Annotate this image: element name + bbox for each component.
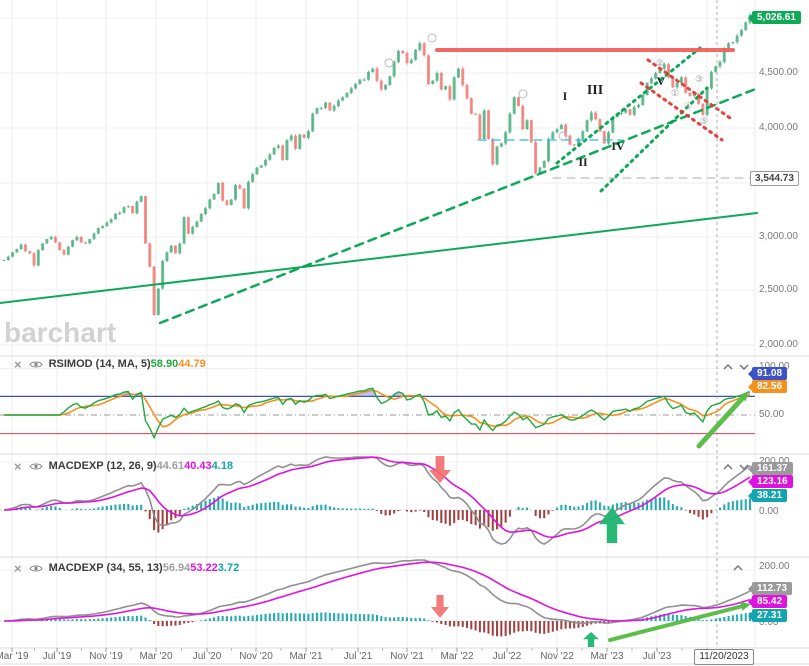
rsi-collapse-up-icon[interactable] bbox=[721, 362, 735, 372]
y-axis-column[interactable]: 4,500.00 4,000.00 3,000.00 2,500.00 2,00… bbox=[755, 0, 809, 648]
last-price-badge: 5,026.61 bbox=[748, 11, 801, 24]
x-tick: Jul '20 bbox=[192, 651, 222, 662]
macd2-panel-header: × MACDEXP (34, 55, 13) 56.94 53.22 3.72 bbox=[14, 561, 239, 575]
x-tick: Nov '20 bbox=[239, 651, 273, 662]
close-icon[interactable]: × bbox=[14, 356, 22, 372]
macd1-title: MACDEXP (12, 26, 9) bbox=[48, 460, 157, 472]
macd1-hist-value: 4.18 bbox=[211, 460, 234, 472]
price-tick: 2,000.00 bbox=[759, 339, 798, 350]
x-tick: Mar '19 bbox=[0, 651, 29, 662]
macd1-value: 44.61 bbox=[156, 460, 185, 472]
macd1-hist-badge: 38.21 bbox=[747, 489, 788, 502]
visibility-eye-icon[interactable] bbox=[29, 360, 43, 369]
price-tick: 3,000.00 bbox=[759, 231, 798, 242]
rsi-value: 58.90 bbox=[150, 358, 179, 370]
x-tick: Jul '23 bbox=[642, 651, 672, 662]
candles bbox=[2, 13, 752, 316]
x-tick: Nov '19 bbox=[89, 651, 123, 662]
svg-text:②: ② bbox=[656, 58, 664, 68]
barchart-watermark: barchart bbox=[4, 317, 117, 348]
macd1-series bbox=[0, 456, 755, 546]
x-tick: Mar '20 bbox=[139, 651, 173, 662]
svg-text:IV: IV bbox=[611, 139, 625, 153]
rsi-tick: 50.00 bbox=[759, 409, 785, 420]
macd2-tick: 0.00 bbox=[759, 617, 779, 628]
crosshair-date-badge: 11/20/2023 bbox=[694, 649, 754, 665]
price-tick: 4,500.00 bbox=[759, 67, 798, 78]
x-tick: Jul '21 bbox=[343, 651, 373, 662]
x-tick: Mar '21 bbox=[289, 651, 323, 662]
macd2-collapse-up-icon[interactable] bbox=[731, 563, 745, 573]
macd2-hist-value: 3.72 bbox=[217, 562, 240, 574]
svg-text:①: ① bbox=[671, 88, 679, 98]
rsi-tick: 100.00 bbox=[759, 361, 790, 372]
macd1-tick: 0.00 bbox=[759, 506, 779, 517]
x-tick: Mar '22 bbox=[440, 651, 474, 662]
svg-text:I: I bbox=[563, 89, 568, 103]
svg-text:⑤: ⑤ bbox=[700, 116, 708, 126]
macd2-badge: 112.73 bbox=[747, 582, 793, 595]
close-icon[interactable]: × bbox=[14, 458, 22, 474]
macd2-signal-badge: 85.42 bbox=[747, 595, 788, 608]
close-icon[interactable]: × bbox=[14, 560, 22, 576]
visibility-eye-icon[interactable] bbox=[29, 564, 43, 573]
rsi-title: RSIMOD (14, MA, 5) bbox=[48, 358, 151, 370]
x-tick: Nov '21 bbox=[390, 651, 424, 662]
macd2-value: 56.94 bbox=[162, 562, 191, 574]
macd1-badge: 161.37 bbox=[748, 462, 793, 475]
macd1-expand-down-icon[interactable] bbox=[737, 462, 751, 472]
rsi-panel-header: × RSIMOD (14, MA, 5) 58.90 44.79 bbox=[14, 357, 206, 371]
x-tick: Jul '22 bbox=[492, 651, 522, 662]
macd2-title: MACDEXP (34, 55, 13) bbox=[48, 562, 163, 574]
x-tick: Mar '23 bbox=[590, 651, 624, 662]
rsi-ma-badge: 82.56 bbox=[747, 380, 788, 393]
macd1-collapse-up-icon[interactable] bbox=[721, 462, 735, 472]
macd1-panel-header: × MACDEXP (12, 26, 9) 44.61 40.43 4.18 bbox=[14, 459, 233, 473]
level-price-badge: 3,544.73 bbox=[750, 171, 799, 186]
svg-text:④: ④ bbox=[684, 101, 692, 111]
macd1-signal-value: 40.43 bbox=[184, 460, 212, 472]
svg-text:V: V bbox=[657, 74, 666, 88]
drawings bbox=[0, 46, 760, 325]
macd2-hist-badge: 27.31 bbox=[747, 609, 788, 622]
visibility-eye-icon[interactable] bbox=[29, 462, 43, 471]
x-tick: Nov '22 bbox=[540, 651, 574, 662]
svg-text:II: II bbox=[578, 155, 588, 169]
price-tick: 2,500.00 bbox=[759, 284, 798, 295]
svg-text:III: III bbox=[587, 83, 603, 98]
x-tick: Jul '19 bbox=[42, 651, 72, 662]
macd1-tick: 200.00 bbox=[759, 456, 790, 467]
macd1-signal-badge: 123.16 bbox=[748, 475, 793, 488]
rsi-ma-value: 44.79 bbox=[178, 358, 206, 370]
macd2-signal-value: 53.22 bbox=[190, 562, 218, 574]
svg-text:③: ③ bbox=[695, 74, 703, 84]
rsi-expand-down-icon[interactable] bbox=[737, 362, 751, 372]
macd2-series bbox=[0, 559, 755, 637]
macd2-tick: 200.00 bbox=[759, 561, 790, 572]
rsi-panel-series bbox=[0, 387, 755, 440]
rsi-badge: 91.08 bbox=[747, 367, 788, 380]
price-tick: 4,000.00 bbox=[759, 122, 798, 133]
